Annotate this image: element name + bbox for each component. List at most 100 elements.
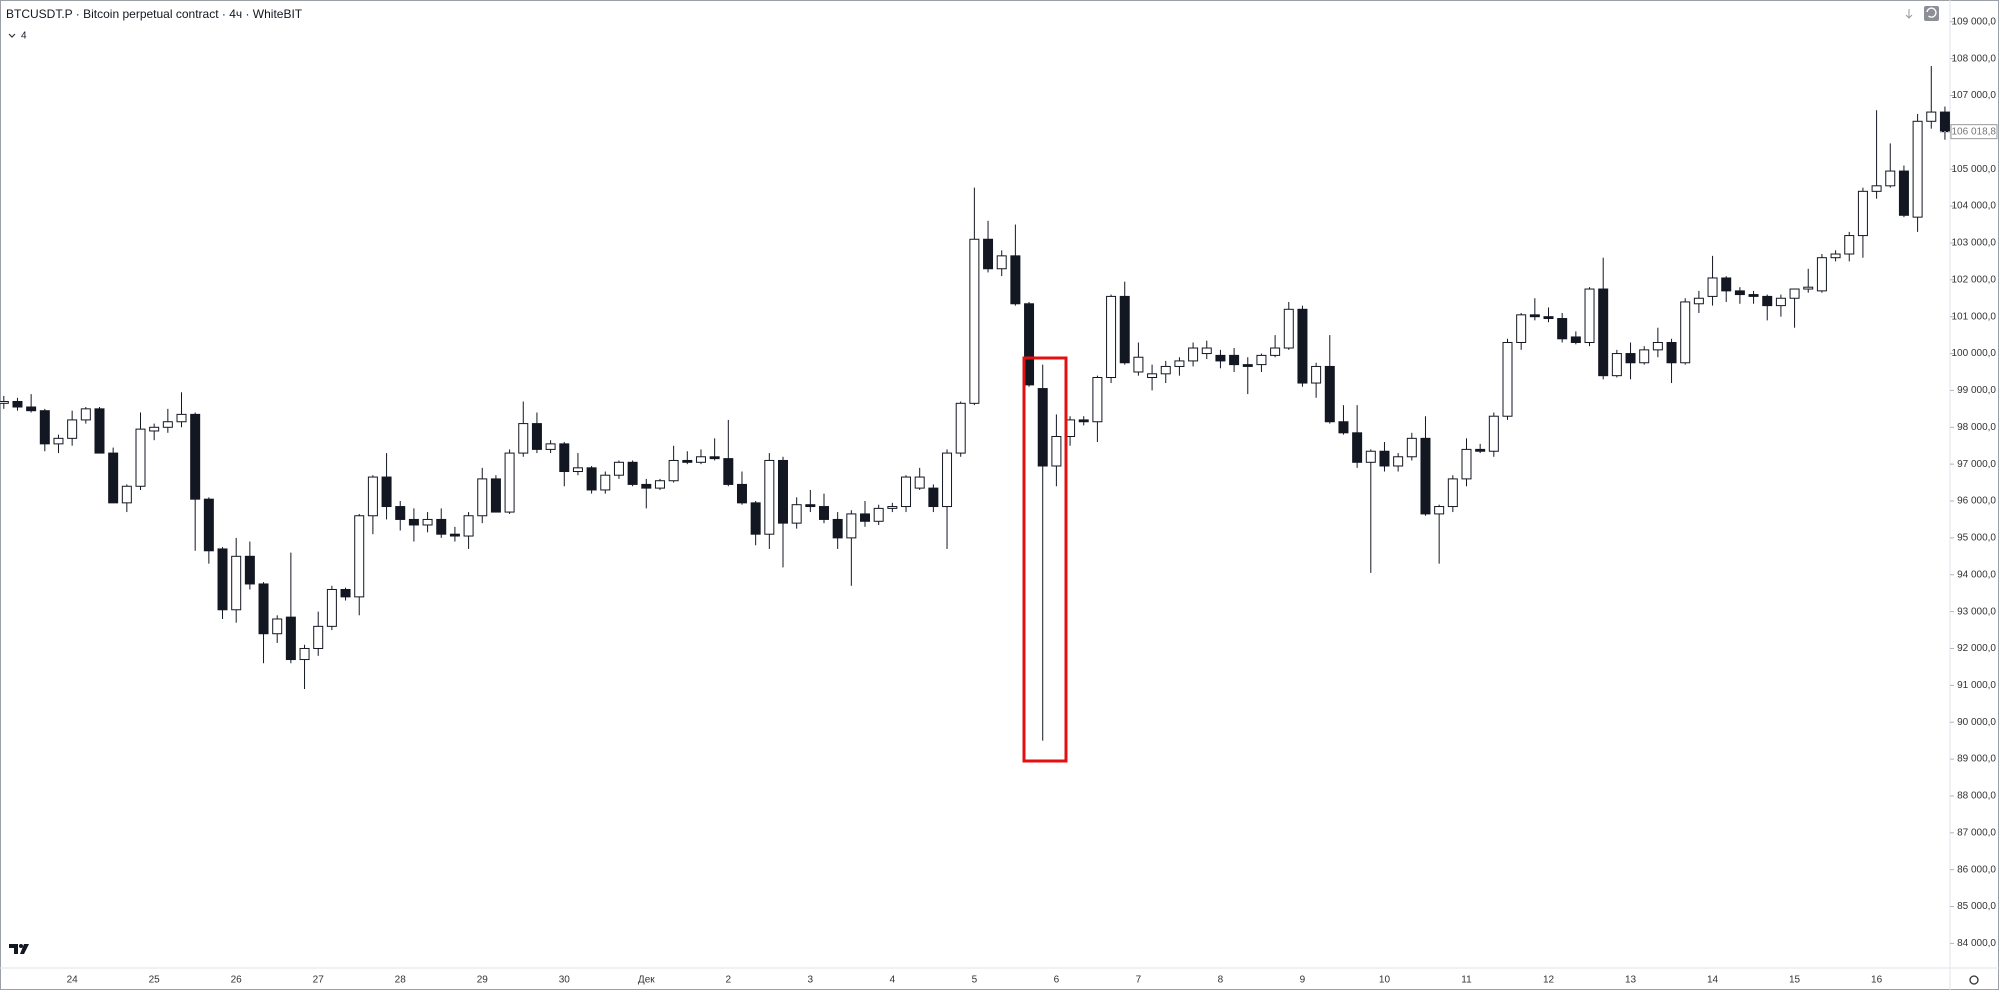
- candle-body: [723, 458, 734, 485]
- y-tick-label: 100 000,0: [1952, 348, 1997, 359]
- candle-body: [1762, 295, 1773, 307]
- candle-body: [1283, 308, 1294, 349]
- candle-body: [299, 647, 310, 661]
- x-tick-label: 30: [559, 975, 571, 986]
- candle-body: [26, 406, 37, 412]
- candle-body: [531, 423, 542, 450]
- candle-body: [1379, 450, 1390, 467]
- y-tick-label: 108 000,0: [1952, 53, 1997, 64]
- candle-body: [1529, 314, 1540, 318]
- candle-body: [1885, 170, 1896, 187]
- candle-body: [1502, 341, 1513, 417]
- x-tick-label: 28: [395, 975, 407, 986]
- settings-icon[interactable]: [1969, 975, 1979, 985]
- x-tick-label: 15: [1789, 975, 1801, 986]
- candle-body: [764, 459, 775, 535]
- candle-body: [463, 515, 474, 537]
- candle-body: [832, 518, 843, 539]
- indicator-chevron[interactable]: [8, 33, 16, 38]
- candle-body: [942, 452, 953, 508]
- candle-body: [791, 504, 802, 524]
- y-tick-label: 97 000,0: [1957, 459, 1996, 470]
- candle-body: [1775, 297, 1786, 307]
- candle-body: [477, 478, 488, 517]
- y-tick-label: 99 000,0: [1957, 385, 1996, 396]
- candle-body: [436, 518, 447, 535]
- y-tick-label: 105 000,0: [1952, 164, 1997, 175]
- candle-body: [1174, 360, 1185, 367]
- y-tick-label: 98 000,0: [1957, 422, 1996, 433]
- candle-body: [244, 555, 255, 585]
- candle-body: [1871, 185, 1882, 192]
- candle-body: [1939, 111, 1950, 133]
- candle-body: [1420, 437, 1431, 515]
- candle-body: [572, 467, 583, 473]
- download-icon[interactable]: [1905, 9, 1913, 19]
- candle-body: [627, 461, 638, 485]
- x-tick-label: 6: [1054, 975, 1060, 986]
- highlight-box: [1022, 356, 1068, 763]
- candle-body: [1188, 347, 1199, 362]
- candle-body: [80, 408, 91, 421]
- x-tick-label: 8: [1218, 975, 1224, 986]
- y-tick-label: 109 000,0: [1952, 16, 1997, 27]
- candle-body: [613, 461, 624, 476]
- x-tick-label: 12: [1543, 975, 1555, 986]
- candle-body: [217, 548, 228, 611]
- x-tick-label: 14: [1707, 975, 1719, 986]
- y-tick-label: 102 000,0: [1952, 274, 1997, 285]
- candle-body: [395, 506, 406, 520]
- indicator-count[interactable]: 4: [21, 31, 27, 42]
- last-price-box: [1950, 124, 1998, 140]
- candle-body: [682, 459, 693, 463]
- candle-body: [1748, 294, 1759, 297]
- candle-body: [969, 238, 980, 404]
- candle-body: [1024, 303, 1035, 386]
- y-tick-label: 92 000,0: [1957, 643, 1996, 654]
- candle-body: [1147, 373, 1158, 379]
- candle-body: [1898, 170, 1909, 216]
- candle-body: [53, 437, 64, 445]
- candle-body: [1242, 364, 1253, 367]
- x-tick-label: 25: [149, 975, 161, 986]
- x-tick-label: 9: [1300, 975, 1306, 986]
- candle-body: [1406, 437, 1417, 458]
- candle-body: [1092, 377, 1103, 423]
- candle-body: [1680, 301, 1691, 364]
- candle-body: [1789, 288, 1800, 299]
- candle-body: [422, 518, 433, 526]
- candle-body: [518, 423, 529, 454]
- candle-body: [668, 459, 679, 482]
- candle-body: [559, 443, 570, 473]
- candle-body: [996, 255, 1007, 270]
- y-tick-label: 101 000,0: [1952, 311, 1997, 322]
- candle-body: [1721, 277, 1732, 292]
- candle-body: [149, 426, 160, 432]
- candle-body: [846, 513, 857, 539]
- x-tick-label: 5: [972, 975, 978, 986]
- candle-body: [354, 515, 365, 598]
- snapshot-icon: [1926, 7, 1937, 18]
- candle-body: [1338, 421, 1349, 434]
- y-tick-label: 87 000,0: [1957, 827, 1996, 838]
- candle-body: [1625, 353, 1636, 364]
- candle-body: [819, 506, 829, 520]
- candle-body: [190, 413, 201, 500]
- candle-body: [1447, 478, 1458, 508]
- y-tick-label: 91 000,0: [1957, 680, 1996, 691]
- candle-body: [1051, 435, 1062, 467]
- candle-body: [709, 456, 720, 460]
- candle-body: [1516, 314, 1527, 343]
- candle-body: [285, 616, 296, 661]
- candle-body: [1311, 365, 1322, 384]
- y-tick-label: 103 000,0: [1952, 238, 1997, 249]
- candle-body: [449, 533, 460, 537]
- candle-body: [135, 428, 146, 487]
- candle-body: [641, 483, 652, 489]
- candle-body: [1830, 253, 1841, 259]
- candle-body: [1106, 295, 1117, 379]
- y-tick-label: 84 000,0: [1957, 938, 1996, 949]
- candle-body: [108, 452, 119, 504]
- x-tick-label: Дек: [638, 975, 655, 986]
- x-tick-label: 13: [1625, 975, 1637, 986]
